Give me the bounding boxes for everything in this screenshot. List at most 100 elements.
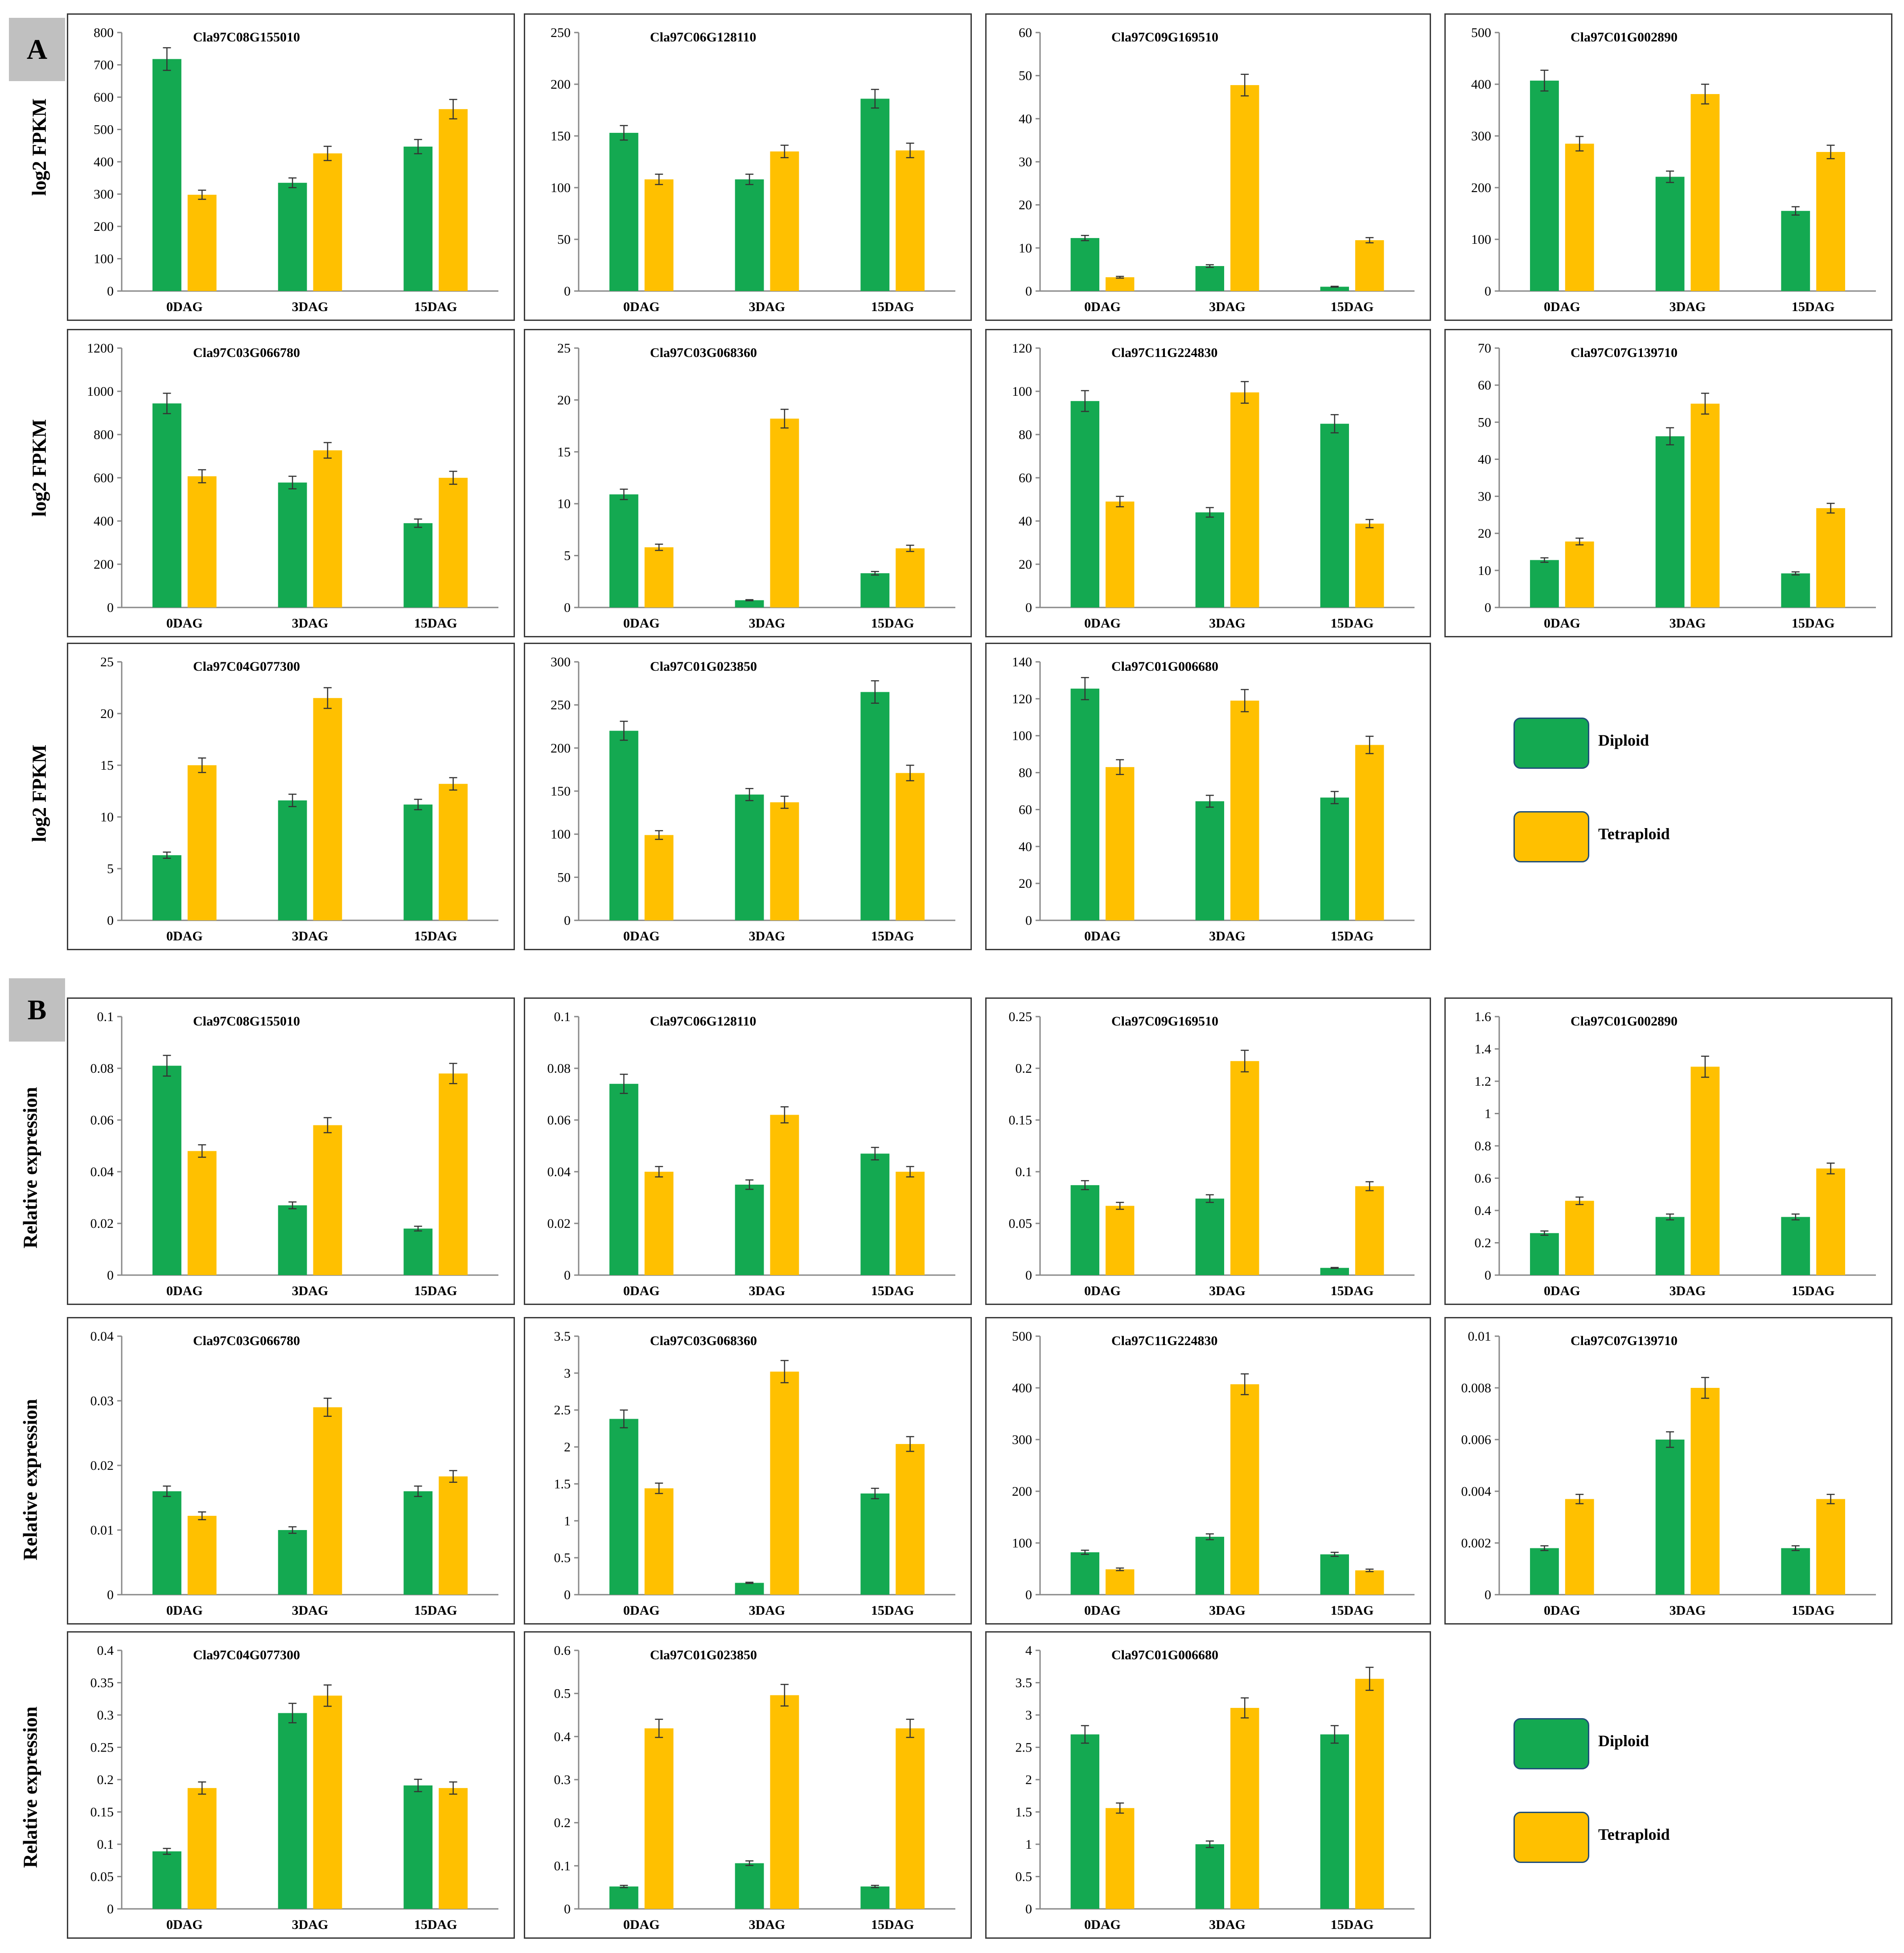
chart-panel: 0 0.02 0.04 0.06 0.08 0.1 Cla97C06G128110 0DAG 3…: [524, 997, 972, 1305]
x-tick-label: 15DAG: [1331, 1917, 1374, 1932]
bar-diploid-15dag: [403, 804, 433, 920]
y-tick-label: 100: [1012, 384, 1032, 399]
y-tick-label: 200: [551, 741, 571, 755]
x-tick-label: 3DAG: [749, 1284, 785, 1298]
y-tick-label: 0.1: [97, 1837, 114, 1852]
x-tick-label: 15DAG: [871, 1917, 914, 1932]
chart-panel: 0 10 20 30 40 50 60 70 Cla97C07G139710 0DAG 3DAG 15…: [1444, 329, 1892, 637]
x-tick-label: 0DAG: [1084, 616, 1121, 631]
bar-tetraploid-3dag: [770, 1695, 799, 1909]
bar-chart: 0 100 200 300 400 500 Cla97C11G224830 0DAG 3DAG 1…: [1012, 1329, 1415, 1618]
y-tick-label: 0: [107, 1268, 114, 1283]
bar-diploid-15dag: [1781, 573, 1810, 607]
y-tick-label: 2: [1025, 1772, 1032, 1787]
bar-diploid-15dag: [1781, 1217, 1810, 1275]
y-axis-label: log2 FPKM: [28, 419, 50, 517]
bar-tetraploid-3dag: [1230, 701, 1259, 920]
y-tick-label: 0.006: [1461, 1432, 1492, 1447]
legend-item-diploid: Diploid: [1513, 718, 1781, 771]
bar-tetraploid-15dag: [439, 1476, 468, 1595]
x-tick-label: 0DAG: [1544, 616, 1580, 631]
bar-tetraploid-0dag: [1106, 1569, 1135, 1595]
y-tick-label: 0.3: [97, 1708, 114, 1723]
bar-tetraploid-0dag: [187, 1151, 217, 1275]
y-tick-label: 0.1: [554, 1009, 571, 1024]
bar-diploid-0dag: [1070, 689, 1099, 920]
bar-diploid-3dag: [735, 1185, 764, 1275]
bar-tetraploid-15dag: [439, 109, 468, 291]
chart-panel: 0 0.002 0.004 0.006 0.008 0.01 Cla97C07G139710…: [1444, 1317, 1892, 1625]
bar-tetraploid-3dag: [313, 1695, 342, 1909]
chart-panel: 0 0.05 0.1 0.15 0.2 0.25 Cla97C09G169510 0DAG 3D…: [985, 997, 1431, 1305]
legend-swatch: [1513, 1718, 1589, 1769]
y-tick-label: 0.2: [97, 1772, 114, 1787]
y-tick-label: 0.2: [554, 1816, 571, 1830]
bar-diploid-3dag: [735, 1583, 764, 1595]
legend-item-diploid: Diploid: [1513, 1718, 1781, 1772]
y-tick-label: 70: [1478, 341, 1491, 356]
y-tick-label: 100: [551, 827, 571, 842]
bar-diploid-15dag: [1781, 211, 1810, 291]
bar-tetraploid-3dag: [770, 418, 799, 607]
bar-tetraploid-3dag: [1230, 1708, 1259, 1909]
y-tick-label: 40: [1478, 452, 1491, 467]
y-tick-label: 0.01: [1468, 1329, 1492, 1344]
y-tick-label: 0.35: [90, 1676, 114, 1690]
bar-diploid-15dag: [860, 1886, 890, 1909]
bar-diploid-15dag: [403, 523, 433, 607]
bar-diploid-3dag: [1195, 1537, 1224, 1595]
x-tick-label: 3DAG: [749, 1917, 785, 1932]
y-tick-label: 0.5: [554, 1686, 571, 1701]
y-tick-label: 300: [1012, 1432, 1032, 1447]
bar-tetraploid-0dag: [1106, 767, 1135, 920]
x-tick-label: 3DAG: [1670, 300, 1706, 314]
y-tick-label: 0.25: [1009, 1009, 1032, 1024]
chart-panel: 0 0.01 0.02 0.03 0.04 Cla97C03G066780 0DAG 3DAG…: [67, 1317, 515, 1625]
y-tick-label: 0.08: [90, 1061, 114, 1076]
x-tick-label: 15DAG: [1331, 1603, 1374, 1618]
y-tick-label: 1200: [87, 341, 114, 356]
y-tick-label: 100: [1012, 1536, 1032, 1551]
legend-swatch: [1513, 1812, 1589, 1863]
x-tick-label: 0DAG: [166, 1603, 203, 1618]
chart-title: Cla97C01G002890: [1571, 1014, 1678, 1029]
chart-title: Cla97C11G224830: [1111, 345, 1217, 360]
bar-tetraploid-15dag: [1816, 152, 1845, 291]
bar-diploid-3dag: [1195, 1198, 1224, 1275]
x-tick-label: 3DAG: [1670, 1603, 1706, 1618]
chart-panel: 0 50 100 150 200 250 Cla97C06G128110 0DAG 3DAG 15…: [524, 13, 972, 321]
chart-panel: 0 20 40 60 80 100 120 140 Cla97C01G006680 0DAG 3DA…: [985, 643, 1431, 950]
x-tick-label: 0DAG: [166, 929, 203, 944]
y-tick-label: 30: [1478, 489, 1491, 504]
legend-label: Tetraploid: [1598, 1826, 1670, 1843]
y-tick-label: 40: [1019, 514, 1032, 529]
y-tick-label: 0.05: [1009, 1216, 1032, 1231]
panel-label-a: A: [9, 18, 65, 81]
bar-diploid-0dag: [152, 403, 181, 607]
y-tick-label: 0: [107, 913, 114, 928]
y-tick-label: 120: [1012, 692, 1032, 706]
chart-panel: 0 100 200 300 400 500 Cla97C01G002890 0DAG 3DAG 1…: [1444, 13, 1892, 321]
y-tick-label: 20: [557, 393, 571, 407]
y-tick-label: 0.03: [90, 1394, 114, 1408]
chart-title: Cla97C04G077300: [193, 659, 300, 674]
y-tick-label: 4: [1025, 1643, 1032, 1658]
y-tick-label: 30: [1019, 155, 1032, 169]
x-tick-label: 0DAG: [1084, 929, 1121, 944]
y-tick-label: 0.4: [97, 1643, 114, 1658]
x-tick-label: 15DAG: [414, 616, 457, 631]
y-tick-label: 10: [1019, 241, 1032, 255]
bar-tetraploid-15dag: [1355, 745, 1384, 920]
bar-diploid-0dag: [1070, 401, 1099, 607]
y-tick-label: 0: [1025, 1588, 1032, 1602]
bar-tetraploid-0dag: [187, 1516, 217, 1595]
bar-tetraploid-15dag: [1355, 1678, 1384, 1909]
chart-title: Cla97C03G068360: [650, 345, 757, 360]
chart-title: Cla97C08G155010: [193, 1014, 300, 1029]
bar-diploid-15dag: [860, 692, 890, 920]
y-tick-label: 0: [107, 1588, 114, 1602]
bar-diploid-3dag: [1655, 1440, 1685, 1595]
bar-chart: 0 0.5 1 1.5 2 2.5 3 3.5 4 Cla97C01G006680 0DAG 3DAG…: [1016, 1643, 1415, 1932]
legend-label: Diploid: [1598, 1732, 1649, 1750]
y-tick-label: 25: [100, 655, 114, 669]
